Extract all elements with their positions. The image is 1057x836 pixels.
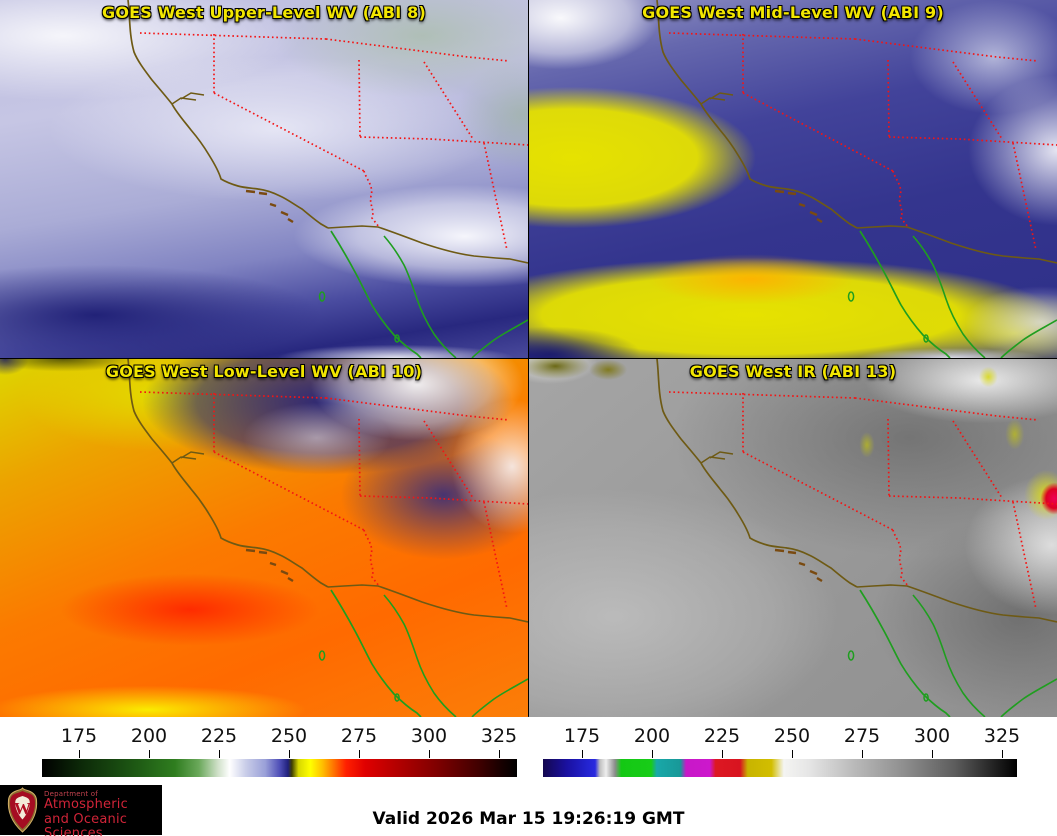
panel-title-abi10: GOES West Low-Level WV (ABI 10)	[105, 362, 423, 381]
panel-title-abi8: GOES West Upper-Level WV (ABI 8)	[102, 3, 426, 22]
logo-dept-line: Department of	[44, 790, 98, 798]
footer: W Department of Atmospheric and Oceanic …	[0, 785, 1057, 836]
panel-title-abi9: GOES West Mid-Level WV (ABI 9)	[642, 3, 944, 22]
colorbar-strip: 175 200 225 250 275 300 325 175 200 225 …	[0, 717, 1057, 785]
tick-label: 325	[983, 725, 1021, 747]
tick-label: 225	[703, 725, 741, 747]
logo-name-line2: and Oceanic Sciences	[44, 811, 128, 836]
panel-title-abi13: GOES West IR (ABI 13)	[689, 362, 897, 381]
satellite-panel-grid: GOES West Upper-Level WV (ABI 8) GOES We…	[0, 0, 1057, 717]
tick-label: 250	[270, 725, 308, 747]
tick-label: 200	[130, 725, 168, 747]
satellite-image-abi9-mid-level-wv: GOES West Mid-Level WV (ABI 9)	[529, 0, 1057, 358]
tick-label: 175	[563, 725, 601, 747]
tick-label: 250	[773, 725, 811, 747]
ir-colorbar-gradient	[543, 759, 1017, 777]
map-overlay	[126, 0, 528, 358]
uw-aos-logo: W Department of Atmospheric and Oceanic …	[0, 785, 162, 836]
colorbar-water-vapor: 175 200 225 250 275 300 325	[42, 717, 517, 785]
wv-colorbar-gradient	[42, 759, 517, 777]
logo-text: Department of Atmospheric and Oceanic Sc…	[44, 790, 162, 836]
tick-label: 325	[480, 725, 518, 747]
tick-label: 175	[60, 725, 98, 747]
colorbar-ir: 175 200 225 250 275 300 325	[543, 717, 1021, 785]
satellite-image-abi8-upper-level-wv: GOES West Upper-Level WV (ABI 8)	[0, 0, 528, 358]
satellite-image-abi13-ir: GOES West IR (ABI 13)	[529, 359, 1057, 717]
svg-text:W: W	[14, 799, 31, 818]
satellite-image-abi10-low-level-wv: GOES West Low-Level WV (ABI 10)	[0, 359, 528, 717]
map-overlay	[655, 0, 1057, 358]
tick-label: 200	[633, 725, 671, 747]
logo-name-line1: Atmospheric	[44, 797, 128, 812]
tick-label: 300	[913, 725, 951, 747]
tick-label: 275	[340, 725, 378, 747]
uw-crest-icon: W	[7, 787, 38, 833]
map-overlay	[655, 359, 1057, 717]
tick-label: 300	[410, 725, 448, 747]
map-overlay	[126, 359, 528, 717]
tick-label: 275	[843, 725, 881, 747]
tick-label: 225	[200, 725, 238, 747]
valid-timestamp: Valid 2026 Mar 15 19:26:19 GMT	[372, 809, 685, 829]
